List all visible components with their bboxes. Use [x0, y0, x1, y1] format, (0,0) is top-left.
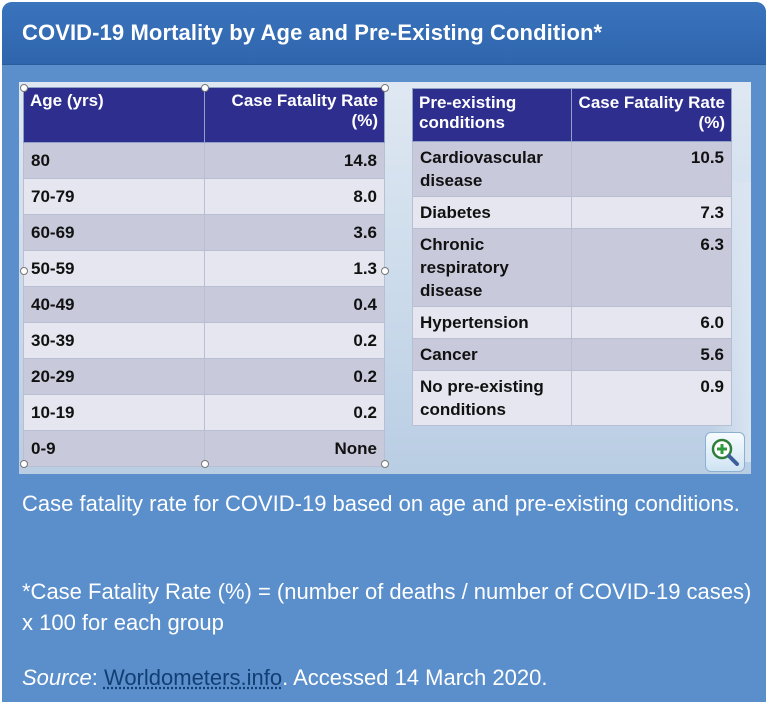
table-row: 30-39 0.2 — [23, 322, 385, 359]
zoom-in-icon — [711, 438, 739, 466]
table-row: 0-9 None — [23, 430, 385, 467]
table-row: Cardiovascular disease 10.5 — [412, 141, 732, 197]
rate-cell: 6.0 — [571, 306, 732, 339]
footnote-text: *Case Fatality Rate (%) = (number of dea… — [22, 579, 752, 635]
condition-cell: Chronic respiratory disease — [412, 228, 572, 307]
rate-cell: 0.2 — [204, 394, 385, 431]
age-cell: 40-49 — [23, 286, 205, 323]
table-row: 80 14.8 — [23, 142, 385, 179]
source-link[interactable]: Worldometers.info — [103, 665, 283, 690]
source-separator: : — [91, 665, 104, 690]
table-row: Cancer 5.6 — [412, 338, 732, 371]
rate-cell: 6.3 — [571, 228, 732, 307]
rate-cell: 5.6 — [571, 338, 732, 371]
resize-handle[interactable] — [20, 267, 28, 275]
condition-cell: Cardiovascular disease — [412, 141, 572, 197]
condition-column-header: Pre-existing conditions — [412, 88, 572, 142]
table-row: No pre-existing conditions 0.9 — [412, 370, 732, 426]
age-cell: 10-19 — [23, 394, 205, 431]
resize-handle[interactable] — [381, 84, 389, 92]
condition-cell: No pre-existing conditions — [412, 370, 572, 426]
card-title: COVID-19 Mortality by Age and Pre-Existi… — [22, 20, 603, 45]
card-header: COVID-19 Mortality by Age and Pre-Existi… — [2, 2, 766, 65]
table-row: Hypertension 6.0 — [412, 306, 732, 339]
resize-handle[interactable] — [20, 84, 28, 92]
resize-handle[interactable] — [381, 267, 389, 275]
source-suffix: . Accessed 14 March 2020. — [282, 665, 548, 690]
rate-cell: 0.9 — [571, 370, 732, 426]
resize-handle[interactable] — [201, 84, 209, 92]
rate-cell: 10.5 — [571, 141, 732, 197]
table-row: 60-69 3.6 — [23, 214, 385, 251]
age-cell: 20-29 — [23, 358, 205, 395]
rate-cell: 8.0 — [204, 178, 385, 215]
table-row: Diabetes 7.3 — [412, 196, 732, 229]
age-cell: 0-9 — [23, 430, 205, 467]
table-row: 50-59 1.3 — [23, 250, 385, 287]
source-line: Source: Worldometers.info. Accessed 14 M… — [22, 662, 752, 693]
age-rate-column-header: Case Fatality Rate (%) — [204, 87, 385, 143]
rate-cell: None — [204, 430, 385, 467]
resize-handle[interactable] — [381, 460, 389, 468]
rate-cell: 7.3 — [571, 196, 732, 229]
age-cell: 60-69 — [23, 214, 205, 251]
age-cell: 70-79 — [23, 178, 205, 215]
table-row: 70-79 8.0 — [23, 178, 385, 215]
table-row: 20-29 0.2 — [23, 358, 385, 395]
condition-cell: Cancer — [412, 338, 572, 371]
age-column-header: Age (yrs) — [23, 87, 205, 143]
source-label: Source — [22, 665, 92, 690]
age-cell: 80 — [23, 142, 205, 179]
age-fatality-table: Age (yrs) Case Fatality Rate (%) 80 14.8… — [23, 87, 385, 467]
rate-cell: 3.6 — [204, 214, 385, 251]
condition-fatality-table: Pre-existing conditions Case Fatality Ra… — [412, 88, 732, 426]
condition-cell: Diabetes — [412, 196, 572, 229]
resize-handle[interactable] — [201, 460, 209, 468]
condition-cell: Hypertension — [412, 306, 572, 339]
table-image: Age (yrs) Case Fatality Rate (%) 80 14.8… — [19, 82, 751, 474]
rate-cell: 14.8 — [204, 142, 385, 179]
caption-text: Case fatality rate for COVID-19 based on… — [22, 491, 740, 516]
table-row: 10-19 0.2 — [23, 394, 385, 431]
rate-cell: 0.2 — [204, 358, 385, 395]
resize-handle[interactable] — [20, 460, 28, 468]
rate-cell: 0.2 — [204, 322, 385, 359]
rate-cell: 1.3 — [204, 250, 385, 287]
condition-rate-column-header: Case Fatality Rate (%) — [571, 88, 732, 142]
zoom-in-button[interactable] — [705, 432, 745, 472]
age-cell: 50-59 — [23, 250, 205, 287]
table-row: Chronic respiratory disease 6.3 — [412, 228, 732, 307]
table-row: 40-49 0.4 — [23, 286, 385, 323]
rate-cell: 0.4 — [204, 286, 385, 323]
age-cell: 30-39 — [23, 322, 205, 359]
